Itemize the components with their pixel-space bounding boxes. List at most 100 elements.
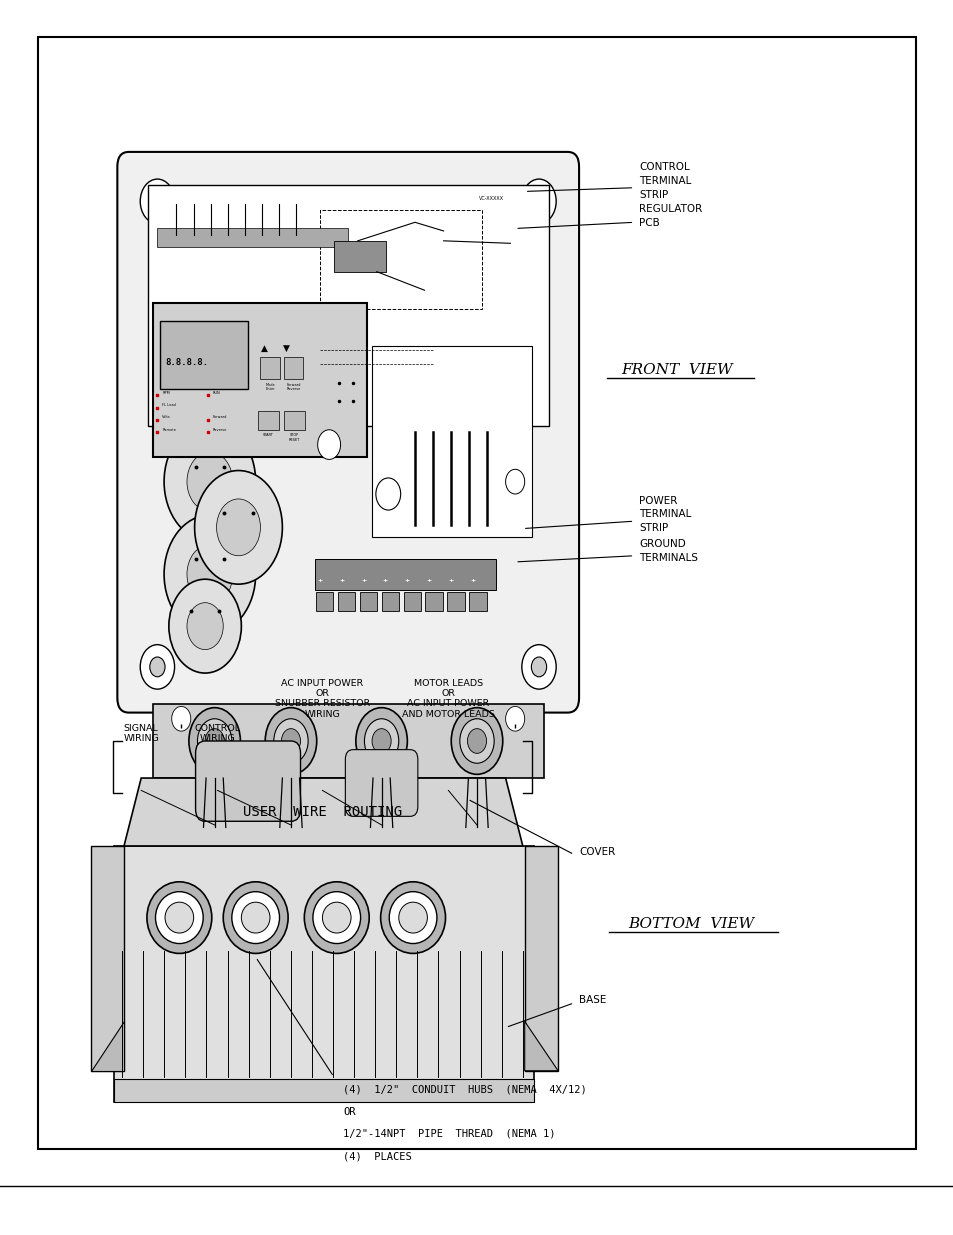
Text: Mode
Enter: Mode Enter	[265, 383, 274, 391]
Bar	[114, 846, 534, 1102]
Circle shape	[140, 179, 174, 224]
Bar	[284, 357, 303, 379]
Text: TERMINAL: TERMINAL	[639, 510, 691, 520]
Text: FRONT  VIEW: FRONT VIEW	[620, 363, 733, 378]
Bar	[372, 346, 532, 537]
Text: +: +	[448, 578, 454, 583]
Text: ▼: ▼	[282, 343, 290, 353]
Bar	[148, 185, 548, 426]
Ellipse shape	[155, 892, 203, 944]
FancyBboxPatch shape	[195, 741, 300, 821]
Text: Volts: Volts	[162, 415, 171, 420]
Text: BASE: BASE	[578, 995, 606, 1005]
Text: ▲: ▲	[260, 343, 268, 353]
Circle shape	[205, 729, 224, 753]
Ellipse shape	[304, 882, 369, 953]
Bar	[284, 411, 305, 430]
Bar	[334, 241, 386, 272]
Bar	[469, 592, 486, 611]
Text: BOTTOM  VIEW: BOTTOM VIEW	[628, 916, 754, 931]
Circle shape	[375, 478, 400, 510]
Circle shape	[216, 499, 260, 556]
Text: AC INPUT POWER
OR
SNUBBER RESISTOR
WIRING: AC INPUT POWER OR SNUBBER RESISTOR WIRIN…	[274, 678, 370, 719]
Bar	[381, 592, 398, 611]
Bar	[337, 592, 355, 611]
Text: +: +	[360, 578, 366, 583]
Circle shape	[505, 469, 524, 494]
Bar	[319, 210, 481, 309]
Bar	[114, 1079, 534, 1102]
Text: (4)  PLACES: (4) PLACES	[343, 1151, 412, 1161]
Circle shape	[459, 719, 494, 763]
Circle shape	[164, 422, 255, 541]
Circle shape	[140, 645, 174, 689]
Ellipse shape	[389, 892, 436, 944]
Circle shape	[169, 579, 241, 673]
Circle shape	[281, 729, 300, 753]
FancyBboxPatch shape	[345, 750, 417, 816]
Ellipse shape	[380, 882, 445, 953]
Bar	[152, 303, 367, 457]
Ellipse shape	[165, 902, 193, 934]
Circle shape	[531, 657, 546, 677]
Polygon shape	[91, 1021, 124, 1071]
Text: +: +	[338, 578, 344, 583]
Text: Reverse: Reverse	[213, 427, 227, 432]
Bar	[157, 228, 348, 247]
Text: REGULATOR: REGULATOR	[639, 205, 701, 215]
Circle shape	[189, 708, 240, 774]
Ellipse shape	[398, 902, 427, 934]
Circle shape	[265, 708, 316, 774]
Text: CONTROL
WIRING: CONTROL WIRING	[194, 724, 240, 743]
Circle shape	[274, 719, 308, 763]
Circle shape	[451, 708, 502, 774]
Ellipse shape	[232, 892, 279, 944]
Text: STRIP: STRIP	[639, 190, 668, 200]
Text: +: +	[316, 578, 322, 583]
Ellipse shape	[322, 902, 351, 934]
Ellipse shape	[223, 882, 288, 953]
Circle shape	[194, 471, 282, 584]
Bar	[260, 357, 279, 379]
Text: +: +	[470, 578, 476, 583]
Circle shape	[372, 729, 391, 753]
Bar	[403, 592, 420, 611]
Text: OR: OR	[343, 1107, 355, 1116]
Text: +: +	[382, 578, 388, 583]
Text: 1/2"-14NPT  PIPE  THREAD  (NEMA 1): 1/2"-14NPT PIPE THREAD (NEMA 1)	[343, 1129, 556, 1139]
Circle shape	[521, 179, 556, 224]
Circle shape	[150, 657, 165, 677]
Circle shape	[187, 545, 233, 604]
Bar	[152, 704, 543, 778]
Text: FL Load: FL Load	[162, 403, 175, 408]
Text: SIGNAL
WIRING: SIGNAL WIRING	[123, 724, 159, 743]
Text: +: +	[426, 578, 432, 583]
Ellipse shape	[147, 882, 212, 953]
Bar	[524, 846, 558, 1071]
Text: STRIP: STRIP	[639, 524, 668, 534]
Bar	[425, 592, 442, 611]
Circle shape	[505, 706, 524, 731]
Text: Forward
Reverse: Forward Reverse	[286, 383, 301, 391]
Text: POWER: POWER	[639, 496, 677, 506]
Circle shape	[467, 729, 486, 753]
Circle shape	[531, 191, 546, 211]
Text: VC-XXXXX: VC-XXXXX	[478, 196, 503, 201]
Text: COVER: COVER	[578, 847, 615, 857]
Circle shape	[150, 191, 165, 211]
Circle shape	[187, 452, 233, 511]
Bar	[315, 592, 333, 611]
Bar	[314, 559, 496, 590]
Text: USER  WIRE  ROUTING: USER WIRE ROUTING	[243, 805, 401, 819]
FancyBboxPatch shape	[117, 152, 578, 713]
Polygon shape	[524, 1021, 558, 1071]
Bar	[257, 411, 278, 430]
Text: 8.8.8.8.: 8.8.8.8.	[165, 358, 208, 367]
Text: PCB: PCB	[639, 219, 659, 228]
Text: STOP
RESET: STOP RESET	[289, 433, 300, 442]
Circle shape	[355, 708, 407, 774]
Circle shape	[364, 719, 398, 763]
Ellipse shape	[241, 902, 270, 934]
Text: (4)  1/2"  CONDUIT  HUBS  (NEMA  4X/12): (4) 1/2" CONDUIT HUBS (NEMA 4X/12)	[343, 1084, 587, 1094]
Text: Forward: Forward	[213, 415, 227, 420]
